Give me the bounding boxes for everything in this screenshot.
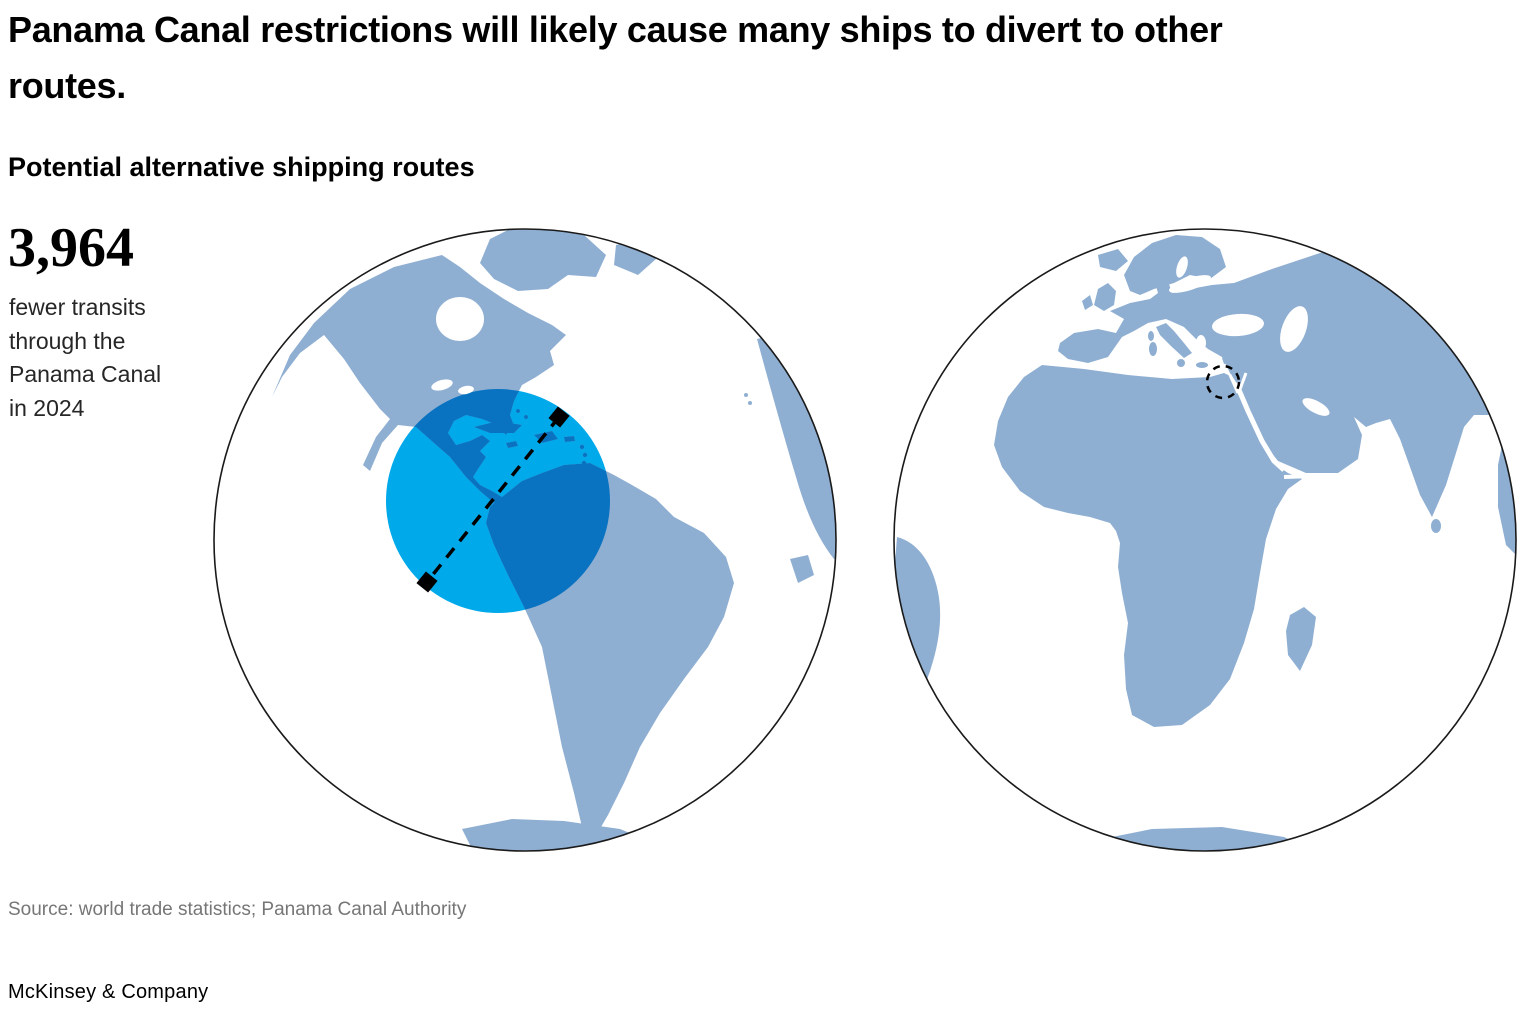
eastern-hemisphere-globe — [893, 228, 1517, 852]
route-endpoint-marker — [548, 406, 570, 428]
hudson-bay — [436, 297, 484, 341]
sea-channel-layer — [1228, 372, 1345, 479]
black-sea — [1212, 313, 1264, 337]
page-title-line1: Panama Canal restrictions will likely ca… — [8, 9, 1223, 50]
gulf-of-aqaba — [1237, 372, 1248, 393]
mckinsey-wordmark: McKinsey & Company — [8, 981, 209, 1003]
key-stat-caption: fewer transits through the Panama Canal … — [9, 294, 162, 421]
dashed-route-line — [425, 415, 561, 584]
inland-water-layer — [1168, 256, 1330, 416]
caspian-sea — [1280, 306, 1308, 352]
page-title: Panama Canal restrictions will likely ca… — [8, 2, 1223, 114]
route-endpoint-marker — [416, 571, 438, 593]
gulf-of-bothnia — [1176, 256, 1188, 278]
aegean-sea — [1196, 335, 1206, 351]
inland-water-layer — [431, 297, 484, 395]
source-note: Source: world trade statistics; Panama C… — [8, 899, 467, 920]
page-title-line2: routes. — [8, 65, 126, 106]
chart-subtitle: Potential alternative shipping routes — [8, 152, 475, 182]
great-lake — [458, 385, 474, 395]
panama-transit-route — [416, 406, 570, 593]
great-lake — [431, 379, 453, 391]
globe-outline — [893, 228, 1517, 852]
red-sea — [1233, 382, 1286, 472]
persian-gulf — [1302, 398, 1330, 416]
baltic-sea — [1168, 275, 1212, 293]
key-stat-value: 3,964 — [8, 217, 134, 279]
suez-dashed-circle — [1205, 364, 1241, 400]
globe-outline — [213, 228, 837, 852]
western-hemisphere-globe — [213, 228, 837, 852]
gulf-of-suez — [1228, 374, 1240, 394]
gulf-of-aden — [1283, 473, 1345, 479]
